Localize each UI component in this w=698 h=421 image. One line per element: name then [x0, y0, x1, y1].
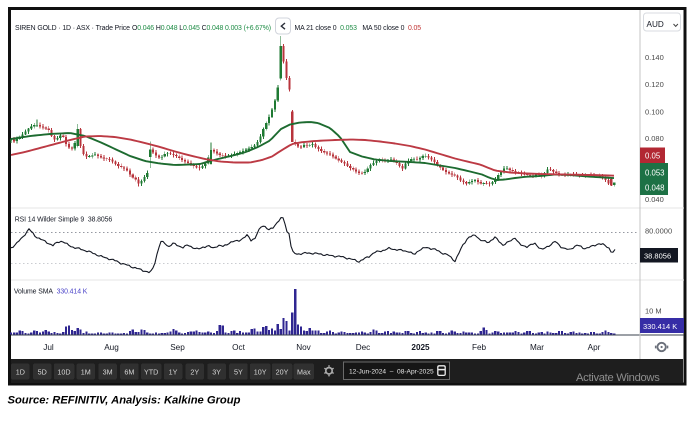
svg-text:0.080: 0.080 — [645, 134, 664, 143]
svg-text:10 M: 10 M — [645, 307, 662, 316]
svg-text:0.048: 0.048 — [645, 184, 665, 193]
svg-text:0.120: 0.120 — [645, 80, 664, 89]
svg-text:0.140: 0.140 — [645, 53, 664, 62]
svg-text:Activate Windows: Activate Windows — [576, 372, 660, 384]
svg-text:1Y: 1Y — [169, 368, 178, 377]
svg-text:RSI 14 Wilder Simple 9 38.805: RSI 14 Wilder Simple 9 38.8056 — [15, 217, 113, 224]
svg-text:2025: 2025 — [411, 343, 430, 352]
svg-text:0.053: 0.053 — [645, 169, 665, 178]
svg-text:330.414 K: 330.414 K — [643, 322, 677, 331]
svg-text:Max: Max — [297, 368, 311, 377]
svg-text:Nov: Nov — [296, 343, 311, 352]
svg-text:Source: REFINITIV, Analysis: K: Source: REFINITIV, Analysis: Kalkine Gro… — [8, 395, 241, 407]
svg-text:3M: 3M — [103, 368, 113, 377]
svg-text:0.100: 0.100 — [645, 107, 664, 116]
svg-text:O0.046 H0.048 L0.045 C0.048 0.: O0.046 H0.048 L0.045 C0.048 0.003 (+6.67… — [132, 25, 271, 32]
svg-text:6M: 6M — [124, 368, 134, 377]
svg-text:AUD: AUD — [647, 20, 664, 29]
svg-text:Aug: Aug — [104, 343, 119, 352]
svg-text:MA 21 close 0 0.053 MA 50 c: MA 21 close 0 0.053 MA 50 close 0 0.05 — [295, 25, 422, 32]
svg-text:2Y: 2Y — [190, 368, 199, 377]
svg-text:SIREN GOLD · 1D · ASX · Trade: SIREN GOLD · 1D · ASX · Trade Price — [15, 25, 130, 32]
svg-text:0.040: 0.040 — [645, 195, 664, 204]
svg-text:Mar: Mar — [530, 343, 544, 352]
svg-text:1M: 1M — [81, 368, 91, 377]
svg-text:Dec: Dec — [356, 343, 371, 352]
svg-text:Volume SMA 330.414 K: Volume SMA 330.414 K — [14, 289, 88, 296]
svg-text:1D: 1D — [16, 368, 25, 377]
svg-text:20Y: 20Y — [276, 368, 289, 377]
svg-text:10Y: 10Y — [254, 368, 267, 377]
svg-text:80.0000: 80.0000 — [645, 227, 672, 236]
svg-text:Oct: Oct — [232, 343, 245, 352]
svg-text:38.8056: 38.8056 — [644, 252, 671, 261]
svg-text:5D: 5D — [38, 368, 47, 377]
svg-text:Feb: Feb — [472, 343, 487, 352]
svg-text:12-Jun-2024 – 08-Apr-2025: 12-Jun-2024 – 08-Apr-2025 — [349, 369, 434, 376]
svg-text:Apr: Apr — [588, 343, 601, 352]
svg-text:0.05: 0.05 — [645, 152, 661, 161]
svg-text:Sep: Sep — [170, 343, 185, 352]
svg-text:5Y: 5Y — [234, 368, 243, 377]
svg-text:3Y: 3Y — [212, 368, 221, 377]
svg-text:Jul: Jul — [43, 343, 54, 352]
svg-text:YTD: YTD — [144, 368, 158, 377]
svg-text:10D: 10D — [57, 368, 70, 377]
